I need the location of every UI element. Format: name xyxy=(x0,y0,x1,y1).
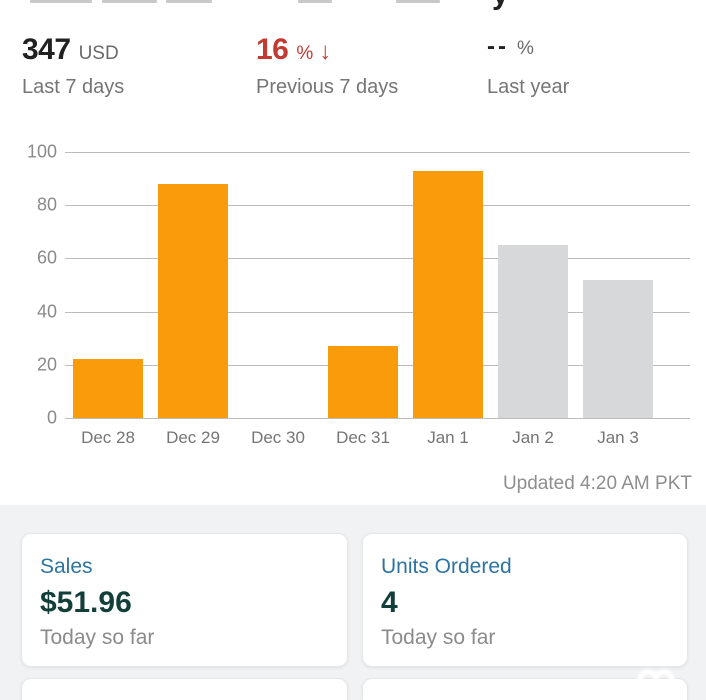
next-card-partial[interactable] xyxy=(362,678,688,700)
bar-jan-2 xyxy=(498,245,568,418)
bar-dec-28 xyxy=(73,359,143,418)
clipped-title-fragment xyxy=(30,0,92,3)
x-axis-tick-label: Dec 29 xyxy=(166,428,220,447)
gridline xyxy=(65,418,690,419)
clipped-title-fragment xyxy=(396,0,440,3)
y-axis-tick-label: 40 xyxy=(36,301,57,322)
y-axis-tick-label: 80 xyxy=(36,194,57,215)
y-axis-tick-label: 60 xyxy=(36,247,57,268)
stat-unit: % xyxy=(516,38,534,59)
stat-value: 16 xyxy=(256,33,289,66)
x-axis-tick-label: Dec 28 xyxy=(81,428,135,447)
clipped-title-fragment xyxy=(166,0,212,3)
bar-dec-29 xyxy=(158,183,228,418)
stat-value: -- xyxy=(487,33,509,60)
x-axis-tick-label: Jan 3 xyxy=(597,428,639,447)
bar-jan-3 xyxy=(583,279,653,418)
next-card-partial[interactable] xyxy=(21,678,348,700)
sales-card[interactable]: Sales $51.96 Today so far xyxy=(21,533,348,667)
card-subtitle: Today so far xyxy=(40,626,155,649)
gridline xyxy=(65,258,690,260)
gridline xyxy=(65,311,690,313)
bar-jan-1 xyxy=(413,170,483,418)
clipped-title-fragment xyxy=(102,0,157,3)
gridline xyxy=(65,152,690,153)
last-updated-text: Updated 4:20 AM PKT xyxy=(502,473,692,494)
card-value: $51.96 xyxy=(40,586,132,619)
stat-label: Previous 7 days xyxy=(256,76,399,98)
card-value: 4 xyxy=(381,586,398,619)
x-axis-tick-label: Jan 1 xyxy=(427,428,469,447)
stat-unit: USD xyxy=(78,43,119,64)
clipped-page-title: y xyxy=(0,0,706,10)
y-axis-tick-label: 20 xyxy=(36,354,57,375)
stat-previous-7-days: 16 % ↓ Previous 7 days xyxy=(256,33,398,99)
gridline xyxy=(65,205,690,207)
heart-icon xyxy=(628,666,684,700)
card-title: Units Ordered xyxy=(381,555,512,578)
bar-dec-31 xyxy=(328,346,398,418)
x-axis-tick-label: Dec 31 xyxy=(336,428,390,447)
units-ordered-card[interactable]: Units Ordered 4 Today so far xyxy=(362,533,688,667)
summary-stats-row: 347 USD Last 7 days 16 % ↓ Previous 7 da… xyxy=(0,33,706,103)
stat-last-7-days: 347 USD Last 7 days xyxy=(22,33,124,99)
stat-label: Last year xyxy=(487,76,570,98)
sales-bar-chart: Updated 4:20 AM PKT 0 20 40 60 80 100 Dec 28 De… xyxy=(26,141,692,495)
stat-label: Last 7 days xyxy=(22,76,125,98)
y-axis-tick-label: 100 xyxy=(26,141,57,162)
card-subtitle: Today so far xyxy=(381,626,496,649)
stat-value: 347 xyxy=(22,33,71,66)
card-title: Sales xyxy=(40,555,93,578)
today-summary-section: Sales $51.96 Today so far Units Ordered … xyxy=(0,505,706,700)
down-arrow-icon: ↓ xyxy=(319,38,332,65)
clipped-title-fragment xyxy=(298,0,332,3)
x-axis-tick-label: Jan 2 xyxy=(512,428,554,447)
x-axis-tick-label: Dec 30 xyxy=(251,428,305,447)
y-axis-tick-label: 0 xyxy=(46,407,57,428)
stat-unit: % xyxy=(296,43,314,64)
stat-last-year: -- % Last year xyxy=(487,33,569,99)
clipped-title-descender: y xyxy=(492,0,509,10)
